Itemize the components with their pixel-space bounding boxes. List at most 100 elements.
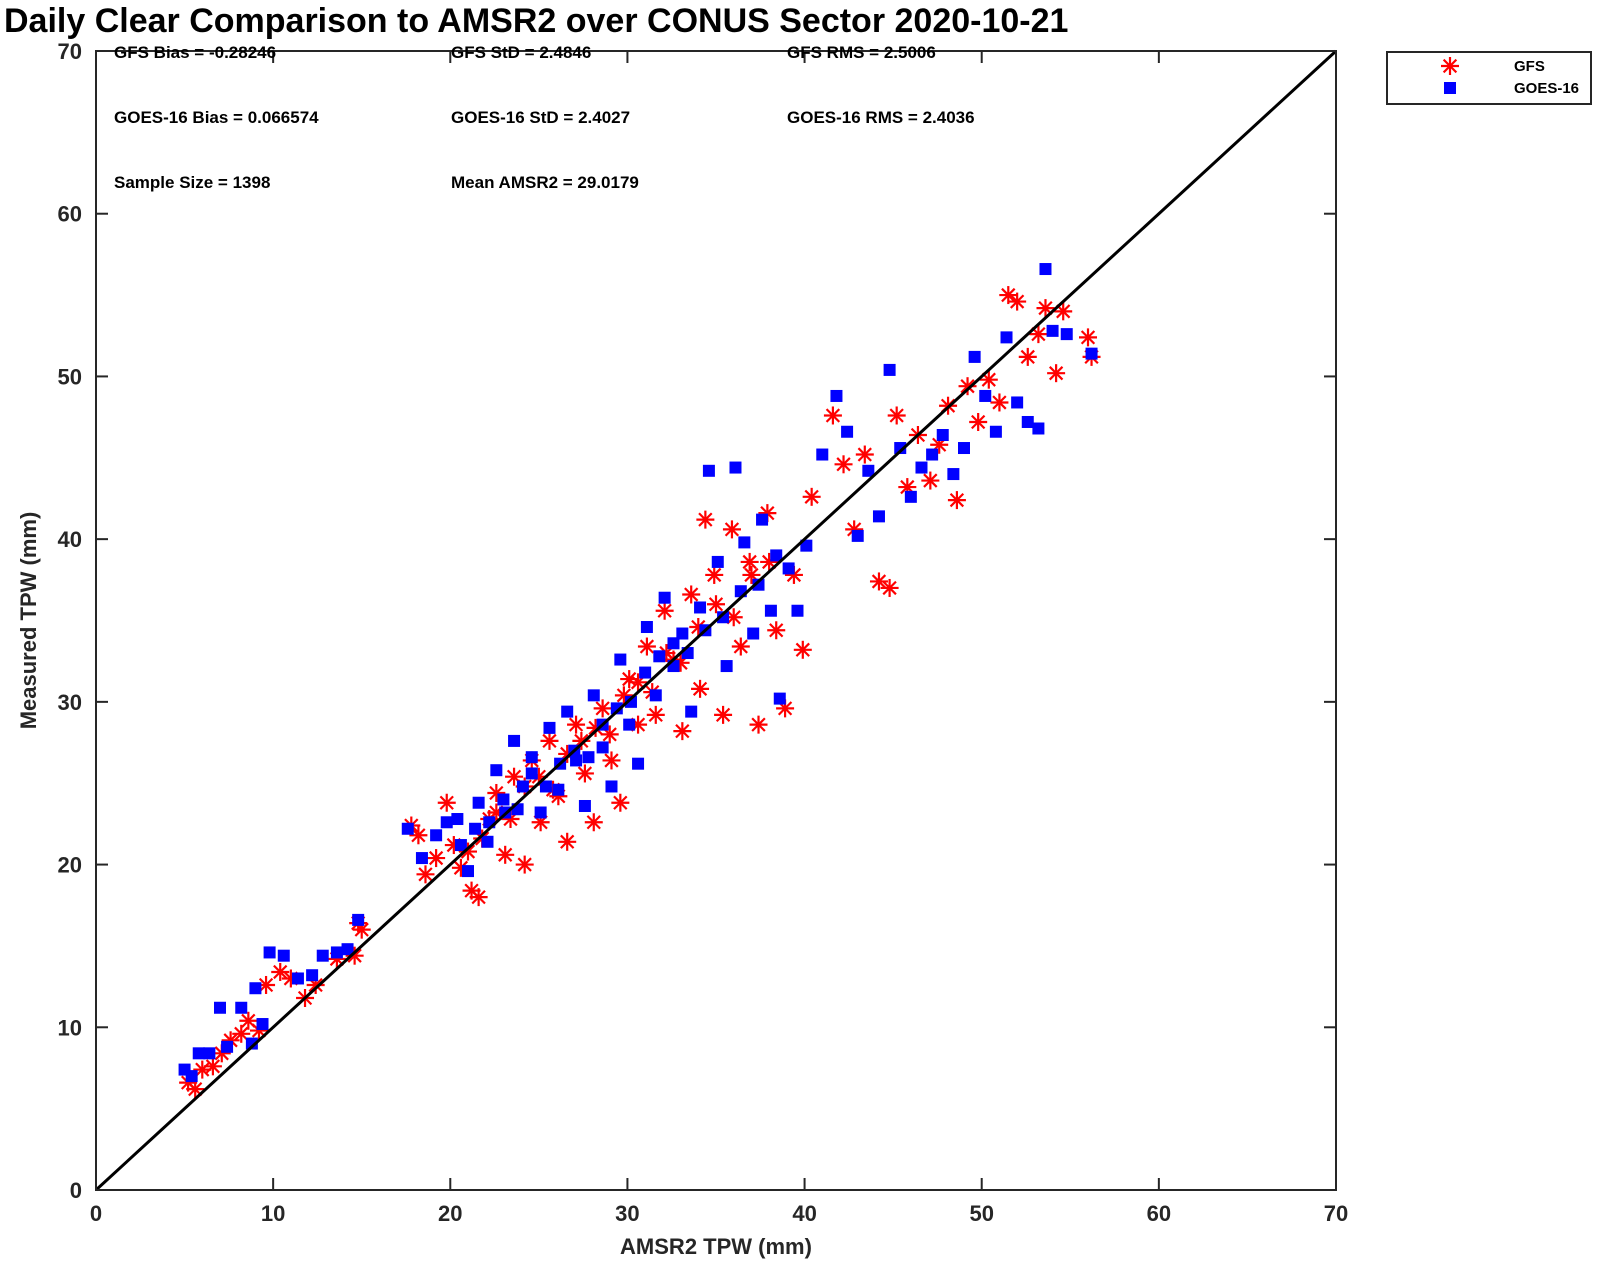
gfs-point: [203, 1057, 222, 1076]
gfs-point: [749, 715, 768, 734]
gfs-point: [979, 370, 998, 389]
goes16-point: [534, 806, 547, 819]
goes16-point: [543, 721, 556, 734]
goes16-point: [552, 783, 565, 796]
goes16-point: [702, 464, 715, 477]
stat-annotation: GOES-16 Bias = 0.066574: [114, 108, 319, 127]
y-axis-label: Measured TPW (mm): [16, 512, 41, 730]
goes16-point: [610, 702, 623, 715]
reference-line-1to1: [94, 49, 1338, 1192]
gfs-point: [409, 826, 428, 845]
goes16-point: [936, 429, 949, 442]
goes16-point: [1011, 396, 1024, 409]
goes16-point: [582, 751, 595, 764]
stat-annotation: GFS StD = 2.4846: [451, 43, 591, 62]
x-tick-label: 10: [261, 1201, 285, 1226]
goes16-point: [717, 611, 730, 624]
goes16-point: [720, 660, 733, 673]
goes16-point: [587, 689, 600, 702]
gfs-point: [767, 621, 786, 640]
goes16-point: [539, 780, 552, 793]
gfs-point: [802, 487, 821, 506]
goes16-point: [525, 751, 538, 764]
goes16-point: [472, 796, 485, 809]
gfs-point: [1054, 302, 1073, 321]
x-tick-label: 40: [792, 1201, 816, 1226]
goes16-point: [640, 621, 653, 634]
goes16-point: [469, 822, 482, 835]
legend-box: [1386, 51, 1592, 105]
gfs-point: [740, 552, 759, 571]
goes16-point: [291, 972, 304, 985]
goes16-point: [947, 468, 960, 481]
y-tick-label: 20: [58, 853, 82, 878]
goes16-point: [481, 835, 494, 848]
goes16-point: [1085, 347, 1098, 360]
goes16-point: [894, 442, 907, 455]
goes16-point: [214, 1001, 226, 1014]
goes16-point: [800, 539, 813, 552]
goes16-point: [623, 718, 636, 731]
gfs-point: [427, 849, 446, 868]
gfs-point: [714, 705, 733, 724]
gfs-point: [990, 393, 1009, 412]
gfs-point: [540, 731, 559, 750]
gfs-point: [793, 640, 812, 659]
goes16-point: [306, 969, 319, 982]
goes16-point: [915, 461, 928, 474]
goes16-point: [782, 562, 795, 575]
gfs-point: [707, 595, 725, 614]
gfs-point: [731, 637, 750, 656]
goes16-point: [605, 780, 618, 793]
y-tick-label: 60: [58, 202, 82, 227]
x-tick-label: 60: [1147, 1201, 1171, 1226]
goes16-point: [694, 601, 707, 614]
legend-label: GFS: [1514, 58, 1545, 75]
gfs-point: [575, 764, 594, 783]
goes16-point: [511, 803, 524, 816]
gfs-point: [257, 975, 276, 994]
gfs-point: [1079, 328, 1097, 347]
stat-annotation: GFS RMS = 2.5006: [787, 43, 936, 62]
axes-box: [95, 50, 1337, 1191]
goes16-point: [1021, 415, 1034, 428]
gfs-point: [691, 679, 710, 698]
gfs-point: [1029, 325, 1048, 344]
goes16-point: [277, 949, 290, 962]
goes16-point: [440, 816, 453, 829]
goes16-point: [256, 1018, 269, 1031]
gfs-point: [646, 705, 665, 724]
goes16-point: [352, 913, 365, 926]
gfs-point: [823, 406, 842, 425]
goes16-point: [497, 793, 510, 806]
gfs-point: [887, 406, 906, 425]
goes16-point: [639, 666, 652, 679]
stat-annotation: GOES-16 RMS = 2.4036: [787, 108, 975, 127]
legend[interactable]: GFS GOES-16: [1386, 51, 1592, 105]
goes16-point: [415, 852, 428, 865]
goes16-point: [203, 1047, 216, 1060]
goes16-point: [738, 536, 751, 549]
goes16-point: [979, 389, 992, 402]
markers-layer: [178, 263, 1101, 1099]
gfs-point: [602, 751, 621, 770]
gfs-point: [958, 377, 977, 396]
goes16-point: [1046, 324, 1059, 337]
gfs-point: [232, 1024, 251, 1043]
gfs-point: [416, 865, 435, 884]
legend-items: GFS GOES-16: [1441, 57, 1579, 97]
goes16-point: [245, 1037, 258, 1050]
x-tick-label: 30: [615, 1201, 639, 1226]
goes16-point: [729, 461, 742, 474]
legend-marker-goes16: [1444, 82, 1456, 94]
gfs-point: [855, 445, 874, 464]
goes16-point: [462, 865, 474, 878]
goes16-point: [883, 363, 896, 376]
goes16-point: [614, 653, 627, 666]
gfs-point: [515, 855, 534, 874]
x-tick-label: 50: [969, 1201, 993, 1226]
goes16-point: [752, 578, 765, 591]
goes16-point: [525, 767, 538, 780]
goes16-point: [221, 1040, 234, 1053]
stat-annotation: Sample Size = 1398: [114, 173, 270, 192]
